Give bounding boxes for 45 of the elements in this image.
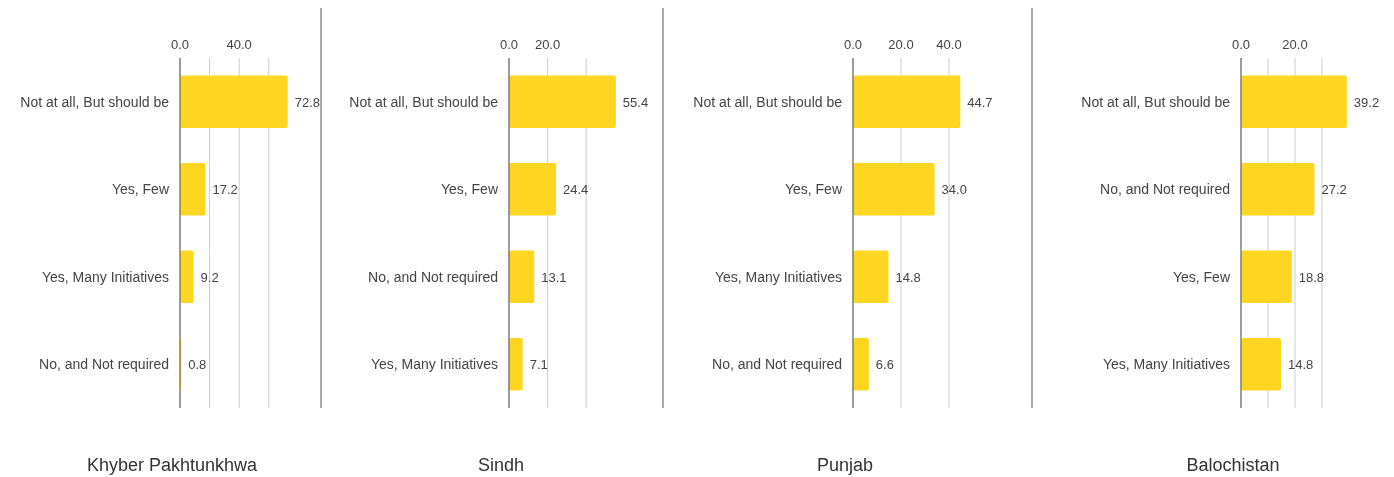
x-tick-label: 40.0 bbox=[226, 37, 252, 52]
y-tick-label: No, and Not required bbox=[368, 268, 498, 285]
y-tick-label: Yes, Many Initiatives bbox=[370, 356, 498, 373]
data-label: 17.2 bbox=[212, 182, 238, 198]
y-tick-label: Yes, Many Initiatives bbox=[714, 268, 842, 285]
data-label: 7.1 bbox=[529, 357, 548, 373]
x-tick-label: 20.0 bbox=[888, 37, 914, 52]
data-label: 72.8 bbox=[294, 94, 321, 110]
x-tick-label: 0.0 bbox=[843, 37, 863, 52]
y-tick-label: Yes, Many Initiatives bbox=[1102, 356, 1230, 373]
data-label: 9.2 bbox=[200, 269, 219, 285]
x-tick-label: 0.0 bbox=[1231, 37, 1251, 52]
y-tick-label: Not at all, But should be bbox=[20, 93, 170, 110]
x-tick-label: 0.0 bbox=[170, 37, 190, 52]
data-label: 55.4 bbox=[622, 94, 649, 110]
data-label: 14.8 bbox=[895, 269, 921, 285]
data-label: 18.8 bbox=[1298, 269, 1325, 285]
x-tick-label: 40.0 bbox=[936, 37, 962, 52]
y-tick-label: Yes, Many Initiatives bbox=[41, 268, 169, 285]
data-label: 39.2 bbox=[1353, 94, 1380, 110]
y-tick-label: No, and Not required bbox=[39, 356, 169, 373]
text: Sindh bbox=[477, 455, 525, 475]
text: Khyber Pakhtunkhwa bbox=[86, 455, 259, 475]
data-label: 13.1 bbox=[541, 269, 567, 285]
x-tick-label: 0.0 bbox=[499, 37, 519, 52]
data-label: 24.4 bbox=[563, 182, 589, 198]
data-label: 6.6 bbox=[875, 357, 894, 373]
y-tick-label: Yes, Few bbox=[440, 181, 499, 198]
y-tick-label: Not at all, But should be bbox=[693, 93, 843, 110]
y-tick-label: Yes, Few bbox=[784, 181, 843, 198]
y-tick-label: No, and Not required bbox=[1100, 181, 1230, 198]
data-label: 44.7 bbox=[967, 94, 993, 110]
text: Balochistan bbox=[1186, 455, 1280, 475]
y-tick-label: Yes, Few bbox=[111, 181, 170, 198]
y-tick-label: Not at all, But should be bbox=[349, 93, 499, 110]
y-tick-label: No, and Not required bbox=[712, 356, 842, 373]
data-label: 34.0 bbox=[941, 182, 967, 198]
data-label: 27.2 bbox=[1321, 182, 1347, 198]
y-tick-label: Yes, Few bbox=[1172, 268, 1231, 285]
y-tick-label: Not at all, But should be bbox=[1081, 93, 1231, 110]
x-tick-label: 20.0 bbox=[534, 37, 561, 52]
data-label: 0.8 bbox=[188, 357, 207, 373]
text: Punjab bbox=[816, 455, 874, 475]
data-label: 14.8 bbox=[1287, 357, 1314, 373]
x-tick-label: 20.0 bbox=[1282, 37, 1308, 52]
